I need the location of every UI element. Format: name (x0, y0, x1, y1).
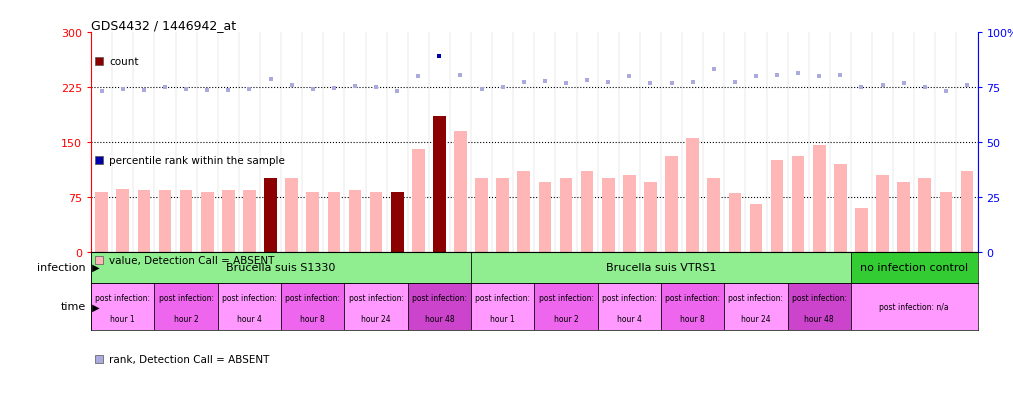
Text: post infection:: post infection: (95, 294, 150, 303)
Bar (724, 283, 788, 330)
Bar (471, 283, 535, 330)
Bar (851, 283, 978, 330)
Bar (666, 157, 678, 252)
Text: post infection:: post infection: (159, 294, 214, 303)
Bar (602, 179, 615, 252)
Bar (598, 283, 661, 330)
Text: post infection:: post infection: (348, 294, 403, 303)
Text: post infection:: post infection: (728, 294, 783, 303)
Bar (687, 139, 699, 252)
Bar (407, 283, 471, 330)
Bar (661, 283, 724, 330)
Text: hour 2: hour 2 (174, 314, 199, 323)
Text: value, Detection Call = ABSENT: value, Detection Call = ABSENT (109, 255, 275, 265)
Bar (264, 179, 277, 252)
Bar (535, 283, 598, 330)
Bar (707, 179, 720, 252)
Bar (222, 191, 235, 252)
Text: hour 24: hour 24 (742, 314, 771, 323)
Bar (771, 161, 783, 252)
Bar (471, 252, 851, 283)
Text: post infection:: post infection: (602, 294, 656, 303)
Bar (792, 157, 804, 252)
Bar (154, 283, 218, 330)
Bar (282, 283, 344, 330)
Bar (898, 183, 910, 252)
Bar (475, 179, 488, 252)
Bar (539, 183, 551, 252)
Bar (391, 192, 403, 252)
Text: hour 8: hour 8 (681, 314, 705, 323)
Text: ▶: ▶ (89, 301, 99, 312)
Bar (116, 189, 130, 252)
Text: hour 1: hour 1 (110, 314, 135, 323)
Text: infection: infection (37, 262, 86, 273)
Text: time: time (61, 301, 86, 312)
Text: percentile rank within the sample: percentile rank within the sample (109, 156, 286, 166)
Bar (95, 192, 108, 252)
Bar (750, 204, 762, 252)
Bar (834, 164, 847, 252)
Bar (286, 179, 298, 252)
Text: hour 48: hour 48 (424, 314, 454, 323)
Bar (940, 192, 952, 252)
Bar (851, 252, 978, 283)
Text: hour 2: hour 2 (554, 314, 578, 323)
Text: hour 4: hour 4 (617, 314, 642, 323)
Bar (728, 194, 742, 252)
Bar (159, 191, 171, 252)
Bar (344, 283, 407, 330)
Bar (243, 191, 255, 252)
Text: ▶: ▶ (89, 262, 99, 273)
Bar (518, 172, 530, 252)
Bar (370, 192, 382, 252)
Text: no infection control: no infection control (860, 262, 968, 273)
Text: hour 48: hour 48 (804, 314, 834, 323)
Text: post infection:: post infection: (222, 294, 277, 303)
Text: rank, Detection Call = ABSENT: rank, Detection Call = ABSENT (109, 354, 269, 364)
Bar (788, 283, 851, 330)
Text: post infection:: post infection: (412, 294, 467, 303)
Text: post infection:: post infection: (475, 294, 530, 303)
Text: hour 8: hour 8 (301, 314, 325, 323)
Bar (559, 179, 572, 252)
Bar (327, 192, 340, 252)
Bar (813, 146, 826, 252)
Text: hour 1: hour 1 (490, 314, 515, 323)
Bar (180, 191, 192, 252)
Bar (960, 172, 973, 252)
Bar (434, 117, 446, 252)
Bar (855, 208, 868, 252)
Bar (580, 172, 594, 252)
Text: GDS4432 / 1446942_at: GDS4432 / 1446942_at (91, 19, 236, 32)
Bar (201, 192, 214, 252)
Text: post infection:: post infection: (286, 294, 340, 303)
Bar (218, 283, 282, 330)
Bar (91, 252, 471, 283)
Bar (91, 283, 154, 330)
Bar (306, 192, 319, 252)
Text: post infection:: post infection: (792, 294, 847, 303)
Text: count: count (109, 57, 139, 67)
Bar (138, 191, 150, 252)
Bar (454, 131, 467, 252)
Bar (644, 183, 656, 252)
Bar (412, 150, 424, 252)
Text: post infection:: post infection: (666, 294, 720, 303)
Bar (496, 179, 509, 252)
Text: hour 4: hour 4 (237, 314, 262, 323)
Bar (348, 191, 362, 252)
Bar (919, 179, 931, 252)
Text: hour 24: hour 24 (362, 314, 391, 323)
Text: Brucella suis VTRS1: Brucella suis VTRS1 (606, 262, 716, 273)
Text: post infection:: post infection: (539, 294, 594, 303)
Bar (876, 175, 889, 252)
Text: Brucella suis S1330: Brucella suis S1330 (227, 262, 335, 273)
Bar (623, 175, 636, 252)
Text: post infection: n/a: post infection: n/a (879, 302, 949, 311)
